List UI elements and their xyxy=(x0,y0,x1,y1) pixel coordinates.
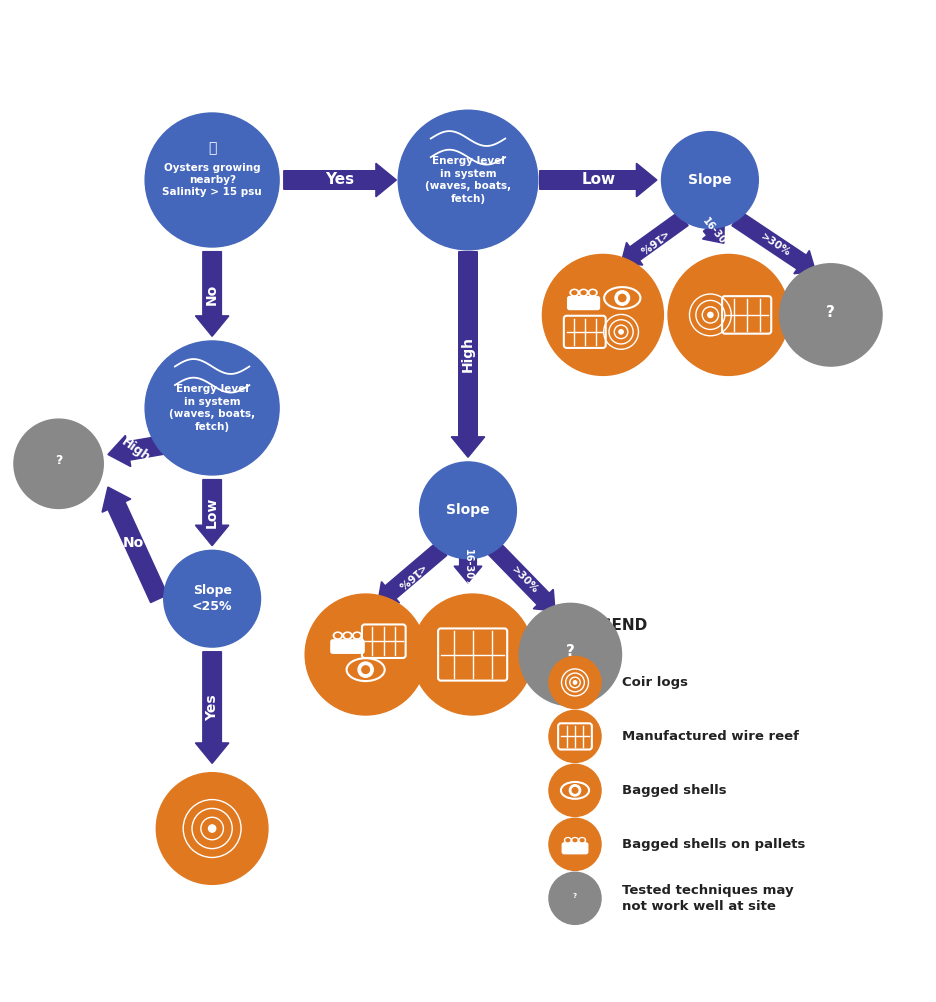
Text: Low: Low xyxy=(205,497,219,528)
Circle shape xyxy=(358,662,373,677)
Circle shape xyxy=(419,462,517,559)
Text: ?: ? xyxy=(573,893,578,899)
Text: >30%: >30% xyxy=(759,231,793,259)
Circle shape xyxy=(548,765,601,817)
FancyArrow shape xyxy=(378,543,446,603)
Text: LEGEND: LEGEND xyxy=(579,618,648,633)
FancyArrow shape xyxy=(489,543,555,611)
FancyArrow shape xyxy=(540,163,657,196)
Ellipse shape xyxy=(572,291,577,295)
Text: Oysters growing
nearby?
Salinity > 15 psu: Oysters growing nearby? Salinity > 15 ps… xyxy=(162,162,262,197)
FancyArrow shape xyxy=(284,163,396,196)
Circle shape xyxy=(519,603,622,705)
Text: Energy level
in system
(waves, boats,
fetch): Energy level in system (waves, boats, fe… xyxy=(169,385,256,432)
Ellipse shape xyxy=(333,632,343,639)
Ellipse shape xyxy=(345,633,350,637)
Circle shape xyxy=(572,788,578,794)
FancyArrow shape xyxy=(196,252,229,337)
Circle shape xyxy=(668,255,789,376)
Circle shape xyxy=(548,873,601,925)
Text: Manufactured wire reef: Manufactured wire reef xyxy=(622,729,798,742)
Circle shape xyxy=(548,710,601,763)
Text: High: High xyxy=(119,435,153,464)
Circle shape xyxy=(574,680,577,684)
Text: <16%: <16% xyxy=(393,561,426,591)
Circle shape xyxy=(543,255,664,376)
Circle shape xyxy=(398,110,538,249)
Ellipse shape xyxy=(591,291,595,295)
Text: No: No xyxy=(205,284,219,305)
Ellipse shape xyxy=(589,290,597,296)
Text: ?: ? xyxy=(826,305,835,320)
FancyArrow shape xyxy=(196,651,229,764)
Text: ?: ? xyxy=(566,644,575,659)
FancyArrow shape xyxy=(108,436,166,467)
FancyArrow shape xyxy=(622,211,688,266)
Circle shape xyxy=(662,131,758,228)
Text: Coir logs: Coir logs xyxy=(622,676,688,689)
Circle shape xyxy=(619,330,623,334)
Circle shape xyxy=(780,264,882,366)
Text: 16-30%: 16-30% xyxy=(463,549,473,590)
Ellipse shape xyxy=(578,838,586,843)
Circle shape xyxy=(412,594,534,715)
FancyArrow shape xyxy=(196,480,229,546)
Circle shape xyxy=(548,819,601,871)
Circle shape xyxy=(615,291,630,306)
Text: High: High xyxy=(461,337,475,373)
Circle shape xyxy=(209,825,215,832)
Ellipse shape xyxy=(579,290,588,296)
Text: Energy level
in system
(waves, boats,
fetch): Energy level in system (waves, boats, fe… xyxy=(425,156,511,203)
Circle shape xyxy=(145,341,279,475)
Circle shape xyxy=(708,313,713,318)
Circle shape xyxy=(362,666,370,673)
Ellipse shape xyxy=(335,633,341,637)
Text: Slope: Slope xyxy=(688,173,732,187)
Ellipse shape xyxy=(353,632,361,639)
Text: No: No xyxy=(123,536,144,550)
FancyArrow shape xyxy=(451,252,485,457)
FancyBboxPatch shape xyxy=(331,640,364,653)
Text: ?: ? xyxy=(55,455,63,468)
Circle shape xyxy=(619,295,626,302)
Ellipse shape xyxy=(355,633,359,637)
FancyArrow shape xyxy=(454,556,482,583)
Ellipse shape xyxy=(564,838,571,843)
Text: Slope: Slope xyxy=(446,503,490,517)
Circle shape xyxy=(569,785,580,796)
Text: >30%: >30% xyxy=(509,564,540,595)
Text: Low: Low xyxy=(581,172,615,187)
Text: Yes: Yes xyxy=(205,694,219,720)
FancyArrow shape xyxy=(102,487,168,602)
Text: <16%: <16% xyxy=(636,227,669,256)
Ellipse shape xyxy=(343,632,352,639)
Text: Bagged shells on pallets: Bagged shells on pallets xyxy=(622,838,805,851)
FancyBboxPatch shape xyxy=(563,843,588,854)
Ellipse shape xyxy=(573,839,577,842)
Text: Yes: Yes xyxy=(326,172,355,187)
FancyArrow shape xyxy=(732,211,815,274)
Ellipse shape xyxy=(572,838,578,843)
Circle shape xyxy=(156,773,268,885)
Ellipse shape xyxy=(580,839,584,842)
FancyBboxPatch shape xyxy=(567,297,599,310)
Circle shape xyxy=(164,550,260,647)
Text: Slope
<25%: Slope <25% xyxy=(192,584,232,613)
Circle shape xyxy=(14,419,103,508)
Text: ⛶: ⛶ xyxy=(208,141,216,155)
Circle shape xyxy=(145,113,279,246)
Ellipse shape xyxy=(566,839,570,842)
Ellipse shape xyxy=(570,290,578,296)
Text: Tested techniques may
not work well at site: Tested techniques may not work well at s… xyxy=(622,884,793,913)
Circle shape xyxy=(305,594,426,715)
Text: Bagged shells: Bagged shells xyxy=(622,784,726,797)
Circle shape xyxy=(548,656,601,708)
Text: 16-30%: 16-30% xyxy=(700,215,734,254)
FancyArrow shape xyxy=(703,220,724,243)
Ellipse shape xyxy=(581,291,586,295)
